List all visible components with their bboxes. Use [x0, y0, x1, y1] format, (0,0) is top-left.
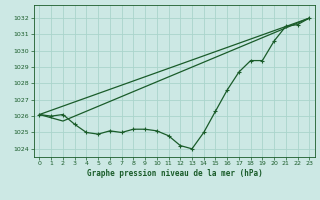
- X-axis label: Graphe pression niveau de la mer (hPa): Graphe pression niveau de la mer (hPa): [86, 169, 262, 178]
